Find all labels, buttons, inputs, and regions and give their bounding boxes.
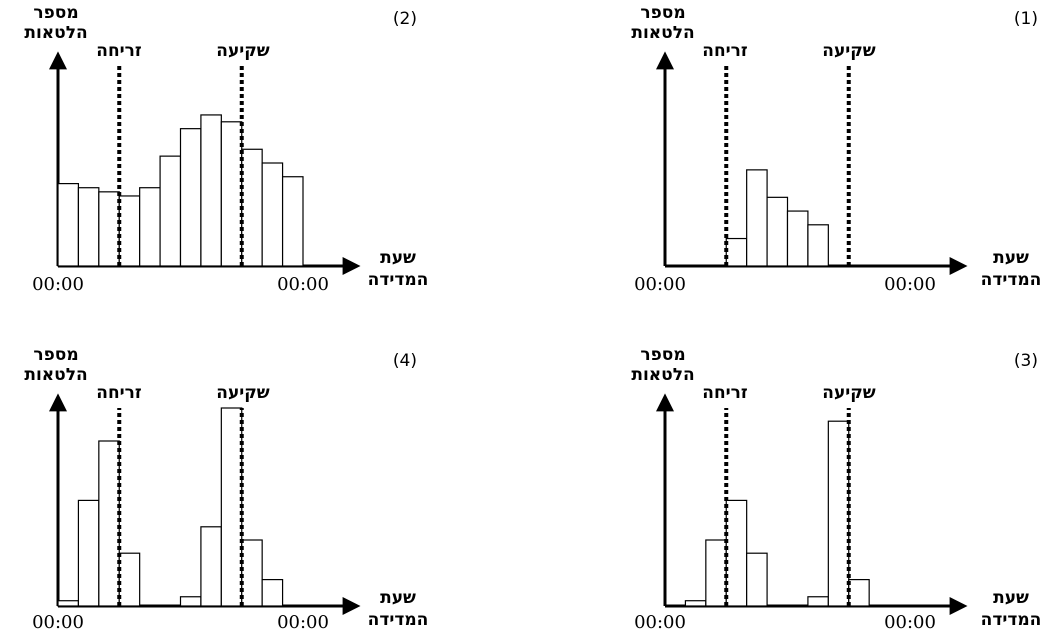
histogram-bar xyxy=(57,183,80,267)
bar-group xyxy=(57,407,284,607)
sunrise-label: זריחה xyxy=(702,383,748,403)
y-axis-title-line2: הלטאות xyxy=(631,23,694,43)
sunrise-label: זריחה xyxy=(96,41,142,61)
histogram-bar xyxy=(827,420,850,607)
histogram-bar xyxy=(200,526,222,607)
y-axis-title-line1: מספר xyxy=(33,3,78,23)
histogram-bar xyxy=(57,600,80,607)
sunrise-label: זריחה xyxy=(96,383,142,403)
histogram-bar xyxy=(705,539,727,607)
x-tick-end: 00:00 xyxy=(884,612,936,633)
x-axis-title-line2: המדידה xyxy=(368,610,429,630)
x-tick-end: 00:00 xyxy=(277,274,329,295)
histogram-bar xyxy=(261,162,284,267)
histogram-bar xyxy=(725,237,748,267)
x-tick-end: 00:00 xyxy=(884,274,936,295)
y-axis-title-line1: מספר xyxy=(640,3,685,23)
histogram-bar xyxy=(220,407,243,607)
y-axis-title-line2: הלטאות xyxy=(24,365,87,385)
histogram-bar xyxy=(281,176,304,267)
histogram-bar xyxy=(746,169,768,267)
histogram-bar xyxy=(200,114,222,267)
histogram-bar xyxy=(77,499,100,607)
x-tick-start: 00:00 xyxy=(634,274,686,295)
histogram-bar xyxy=(766,196,789,267)
panel-number: (3) xyxy=(1014,351,1038,371)
histogram-bar xyxy=(118,552,141,607)
x-axis-title-line2: המדידה xyxy=(981,270,1042,290)
reference-lines xyxy=(117,408,244,606)
sunset-label: שקיעה xyxy=(216,383,270,403)
histogram-bar xyxy=(118,195,141,267)
x-tick-start: 00:00 xyxy=(634,612,686,633)
panel-3: (3) מספר הלטאות שעת המדידה 00:00 00:00 ז… xyxy=(631,345,1041,633)
x-axis-title-line1: שעת xyxy=(993,588,1029,608)
x-tick-start: 00:00 xyxy=(32,274,84,295)
histogram-bar xyxy=(807,596,829,607)
x-tick-start: 00:00 xyxy=(32,612,84,633)
reference-lines xyxy=(724,408,851,606)
y-axis-title-line1: מספר xyxy=(640,345,685,365)
reference-lines xyxy=(724,66,851,266)
histogram-bar xyxy=(241,148,263,267)
sunset-label: שקיעה xyxy=(822,41,876,61)
histogram-bar xyxy=(786,210,809,267)
sunrise-label: זריחה xyxy=(702,41,748,61)
panel-number: (4) xyxy=(393,351,417,371)
histogram-bar xyxy=(807,224,829,267)
bar-group xyxy=(57,114,304,267)
panel-1: (1) מספר הלטאות שעת המדידה 00:00 00:00 ז… xyxy=(631,3,1041,295)
x-axis-title-line2: המדידה xyxy=(368,270,429,290)
bar-group xyxy=(684,420,870,607)
x-tick-end: 00:00 xyxy=(277,612,329,633)
sunset-label: שקיעה xyxy=(216,41,270,61)
x-axis-title-line1: שעת xyxy=(380,588,416,608)
sunset-label: שקיעה xyxy=(822,383,876,403)
histogram-bar xyxy=(220,121,243,267)
histogram-bar xyxy=(98,191,120,267)
bar-group xyxy=(725,169,829,267)
histogram-bar xyxy=(848,578,870,607)
y-axis-title-line2: הלטאות xyxy=(631,365,694,385)
x-axis-title-line1: שעת xyxy=(380,248,416,268)
panel-4: (4) מספר הלטאות שעת המדידה 00:00 00:00 ז… xyxy=(24,345,428,633)
histogram-bar xyxy=(159,155,182,267)
y-axis-title-line2: הלטאות xyxy=(24,23,87,43)
histogram-bar xyxy=(179,128,202,267)
histogram-bar xyxy=(139,187,161,267)
x-axis-title-line1: שעת xyxy=(993,248,1029,268)
histogram-bar xyxy=(77,187,100,267)
histogram-bar xyxy=(179,596,202,607)
histogram-bar xyxy=(684,600,707,607)
panel-number: (1) xyxy=(1014,9,1038,29)
reference-lines xyxy=(117,66,244,266)
panel-2: (2) מספר הלטאות שעת המדידה 00:00 00:00 ז… xyxy=(24,3,428,295)
x-axis-title-line2: המדידה xyxy=(981,610,1042,630)
histogram-bar xyxy=(241,539,263,607)
histogram-bar xyxy=(746,552,768,607)
histogram-bar xyxy=(725,499,748,607)
y-axis-title-line1: מספר xyxy=(33,345,78,365)
histogram-bar xyxy=(98,440,120,607)
panel-number: (2) xyxy=(393,9,417,29)
histogram-bar xyxy=(261,578,284,607)
